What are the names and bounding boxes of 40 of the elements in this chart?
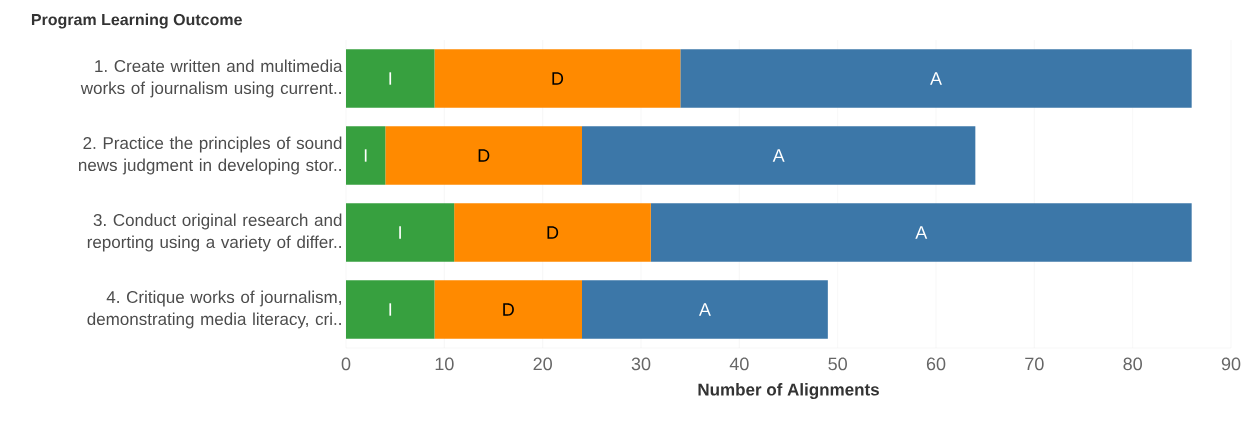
x-tick-label: 20 (533, 357, 552, 371)
y-tick-label: 4. Critique works of journalism, demonstrating media literacy, cri.. (87, 290, 341, 329)
x-tick-label: 10 (435, 357, 454, 371)
x-tick-label: 30 (631, 357, 651, 371)
y-tick-label: 3. Conduct original research and reporting using a variety of differ.. (87, 213, 342, 252)
series-label: I (364, 149, 367, 162)
bar (346, 126, 386, 185)
text: D (503, 303, 514, 316)
bar (385, 126, 582, 185)
text: A (915, 226, 928, 239)
x-tick-label: 40 (729, 357, 749, 371)
y-axis-title: Program Learning Outcome (31, 13, 242, 29)
text: A (698, 303, 711, 316)
bar (346, 49, 435, 108)
bar (346, 203, 455, 262)
x-tick-label: 60 (926, 357, 946, 371)
text: I (399, 226, 401, 239)
x-tick-label: 0 (341, 357, 351, 371)
series-label: D (552, 72, 564, 85)
text: D (547, 226, 559, 239)
bar (582, 280, 828, 339)
text: I (389, 72, 392, 85)
bar (434, 280, 582, 339)
text: D (478, 149, 490, 162)
bar (680, 49, 1192, 108)
y-tick-label: 1. Create written and multimedia works of journalism using current.. (80, 59, 343, 98)
series-label: A (930, 72, 942, 85)
bar (434, 49, 681, 108)
bar (650, 203, 1192, 262)
text: I (389, 303, 392, 316)
x-axis-title: Number of Alignments (698, 383, 879, 400)
bar (582, 126, 976, 185)
bar (346, 280, 435, 339)
x-tick-label: 90 (1221, 357, 1241, 371)
bar (454, 203, 651, 262)
text: A (772, 149, 785, 162)
x-tick-label: 50 (828, 357, 847, 371)
x-tick-label: 70 (1025, 357, 1044, 371)
y-tick-label: 2. Practice the principles of sound news judgment in developing stor.. (79, 136, 342, 175)
x-tick-label: 80 (1123, 357, 1142, 371)
